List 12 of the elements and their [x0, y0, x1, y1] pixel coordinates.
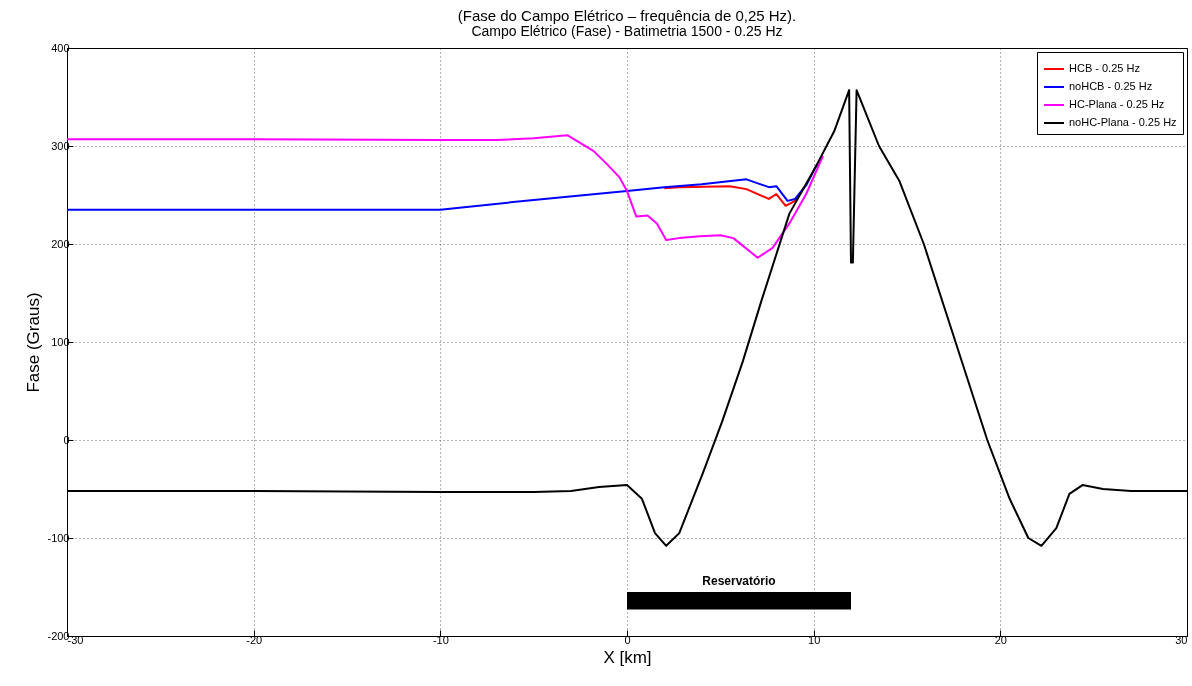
x-axis-title: X [km]: [603, 647, 652, 667]
y-axis-title: Fase (Graus): [24, 292, 44, 393]
legend-label: noHC-Plana - 0.25 Hz: [1069, 116, 1177, 128]
chart-subtitle: Campo Elétrico (Fase) - Batimetria 1500 - 0.25 Hz: [471, 23, 783, 39]
chart-title: (Fase do Campo Elétrico – frequência de 0,25 Hz).: [457, 7, 797, 24]
legend-label: HCB - 0.25 Hz: [1069, 62, 1140, 74]
legend-label: HC-Plana - 0.25 Hz: [1069, 98, 1165, 110]
line-series: [67, 134, 824, 259]
annotation: Reservatório: [702, 573, 776, 588]
y-tick-label: 400: [51, 41, 70, 54]
legend-label: noHCB - 0.25 Hz: [1069, 80, 1153, 92]
line-series: [67, 162, 819, 211]
